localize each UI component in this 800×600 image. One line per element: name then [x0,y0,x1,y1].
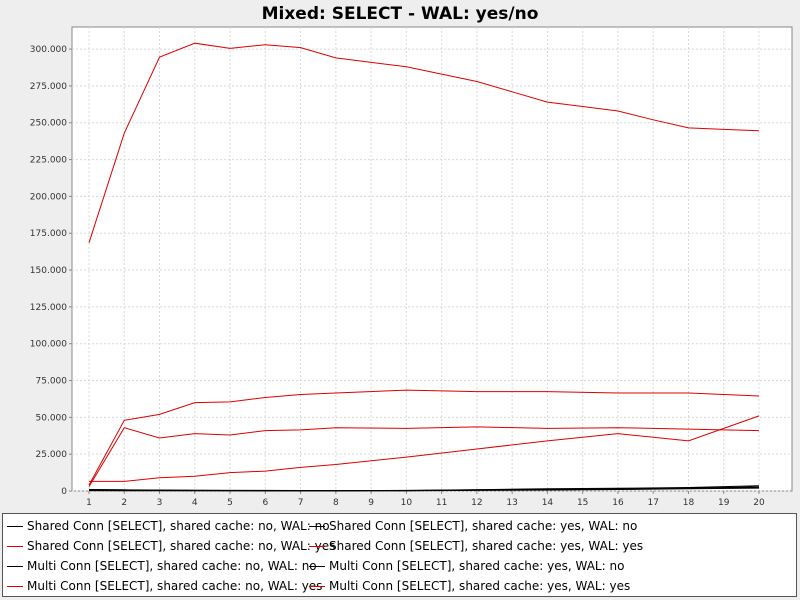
plot-area [71,26,793,492]
x-tick-label: 17 [647,498,658,508]
y-tick-label: 0 [61,487,67,497]
legend-item: Shared Conn [SELECT], shared cache: no, … [7,518,330,534]
x-tick-label: 16 [612,498,624,508]
x-tick-label: 6 [262,498,268,508]
x-tick-label: 19 [718,498,730,508]
legend-label: Shared Conn [SELECT], shared cache: yes,… [329,519,638,533]
y-tick-label: 250.000 [30,119,67,129]
legend-label: Multi Conn [SELECT], shared cache: yes, … [329,559,625,573]
y-tick-label: 175.000 [30,229,67,239]
x-tick-label: 3 [157,498,163,508]
x-tick-label: 8 [333,498,339,508]
x-tick-label: 9 [368,498,374,508]
x-tick-label: 11 [436,498,447,508]
y-tick-label: 150.000 [30,266,67,276]
legend-item: Multi Conn [SELECT], shared cache: yes, … [309,558,624,574]
x-tick-label: 15 [577,498,588,508]
series-line-7 [88,426,760,487]
series-lines [88,42,760,492]
series-line-3 [88,42,760,243]
x-tick-label: 5 [227,498,233,508]
legend-item: Multi Conn [SELECT], shared cache: no, W… [7,558,317,574]
y-tick-label: 125.000 [30,303,67,313]
y-tick-label: 200.000 [30,192,67,202]
series-line-6 [88,487,760,492]
legend-line-swatch [7,585,23,587]
y-tick-label: 100.000 [30,340,67,350]
y-tick-label: 25.000 [36,450,68,460]
legend-item: Shared Conn [SELECT], shared cache: yes,… [309,538,643,554]
legend-line-swatch [7,525,23,527]
legend-line-swatch [309,545,325,547]
x-tick-label: 1 [86,498,92,508]
legend-line-swatch [309,525,325,527]
legend-line-swatch [309,585,325,587]
y-tick-label: 75.000 [36,377,68,387]
y-tick-label: 275.000 [30,82,67,92]
legend-item: Shared Conn [SELECT], shared cache: no, … [7,538,335,554]
legend-label: Shared Conn [SELECT], shared cache: no, … [27,539,336,553]
y-tick-label: 300.000 [30,45,67,55]
y-tick-label: 50.000 [36,413,68,423]
x-tick-label: 2 [121,498,127,508]
legend-label: Shared Conn [SELECT], shared cache: yes,… [329,539,644,553]
legend: Shared Conn [SELECT], shared cache: no, … [2,513,797,597]
x-tick-label: 10 [401,498,413,508]
legend-label: Multi Conn [SELECT], shared cache: no, W… [27,579,323,593]
chart-title: Mixed: SELECT - WAL: yes/no [261,4,539,24]
y-tick-label: 225.000 [30,156,67,166]
legend-label: Multi Conn [SELECT], shared cache: yes, … [329,579,631,593]
series-line-8 [89,415,760,482]
x-tick-label: 4 [192,498,198,508]
x-tick-label: 20 [753,498,765,508]
legend-item: Shared Conn [SELECT], shared cache: yes,… [309,518,637,534]
legend-label: Shared Conn [SELECT], shared cache: no, … [27,519,330,533]
legend-item: Multi Conn [SELECT], shared cache: no, W… [7,578,322,594]
x-tick-label: 7 [298,498,304,508]
legend-item: Multi Conn [SELECT], shared cache: yes, … [309,578,630,594]
series-line-4 [88,389,760,486]
x-tick-label: 12 [471,498,482,508]
legend-line-swatch [309,565,325,567]
legend-line-swatch [7,545,23,547]
legend-line-swatch [7,565,23,567]
axes: 1 2 3 4 5 6 7 8 9 10 11 12 13 14 15 16 17 18 19 20025.00050… [30,45,765,508]
x-tick-label: 14 [542,498,554,508]
x-tick-label: 13 [506,498,517,508]
legend-label: Multi Conn [SELECT], shared cache: no, W… [27,559,317,573]
x-tick-label: 18 [683,498,695,508]
